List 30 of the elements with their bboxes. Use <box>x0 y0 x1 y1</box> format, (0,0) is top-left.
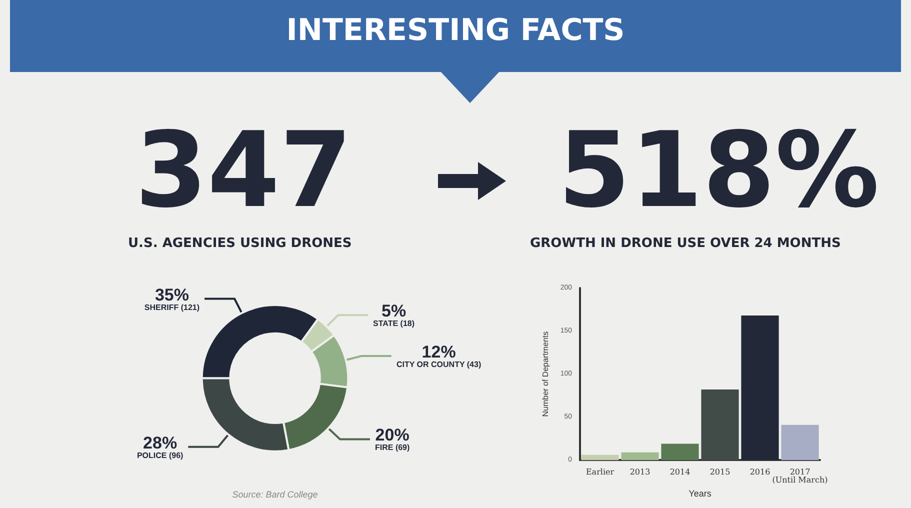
bar <box>661 444 699 460</box>
y-axis-title: Number of Departments <box>540 331 550 417</box>
data-label: 12% <box>422 342 456 362</box>
x-tick-label: 2017 (Until March) <box>772 468 828 485</box>
slice-label: CITY OR COUNTY (43) <box>396 360 482 370</box>
slice-label: STATE (18) <box>373 319 415 328</box>
x-tick-label: Earlier <box>586 468 614 477</box>
data-label: 20% <box>375 426 410 445</box>
source-note: Source: Bard College <box>232 490 318 500</box>
slice-label: POLICE (96) <box>136 450 184 460</box>
data-label: 28% <box>143 433 178 452</box>
x-tick-label: 2014 <box>670 468 690 477</box>
text: 347 <box>135 109 352 231</box>
text: INTERESTING FACTS <box>10 0 901 72</box>
x-axis-title: Years <box>688 488 712 498</box>
data-label: 35% <box>154 285 189 304</box>
text: U.S. AGENCIES USING DRONES <box>128 236 352 251</box>
x-tick-label: 2016 <box>750 468 770 477</box>
bar <box>741 316 779 460</box>
bar <box>581 454 619 460</box>
data-label: 5% <box>382 302 406 321</box>
text: GROWTH IN DRONE USE OVER 24 MONTHS <box>530 236 841 251</box>
bar <box>701 390 739 460</box>
bar <box>621 452 659 460</box>
x-tick-label: 2013 <box>630 468 650 477</box>
text: 518% <box>558 109 880 231</box>
bar <box>781 424 819 460</box>
slice-label: FIRE (69) <box>374 443 410 452</box>
slice-label: SHERIFF (121) <box>144 302 200 312</box>
x-tick-label: 2015 <box>710 468 730 477</box>
